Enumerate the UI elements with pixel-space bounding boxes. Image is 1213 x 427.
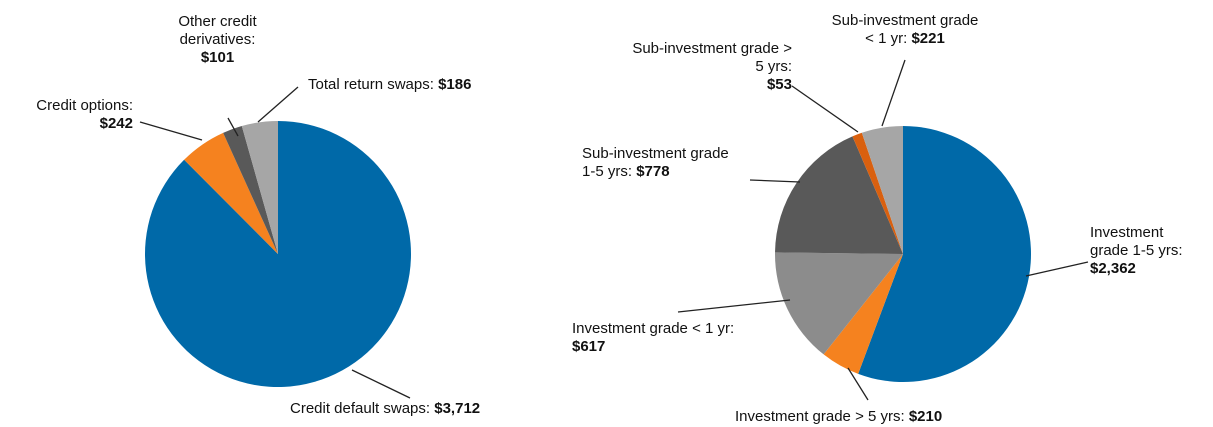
pie-slice (852, 132, 903, 254)
category-label: Sub-investment grade > 5 yrs: (632, 40, 792, 75)
category-label: Credit default swaps: (290, 400, 431, 417)
value-label: $210 (908, 408, 943, 425)
category-label: Other credit derivatives: (178, 13, 257, 48)
slice-label: Credit default swaps: $3,712 (290, 400, 550, 418)
slice-label: Credit options: $242 (13, 97, 133, 133)
pie-slice (223, 126, 278, 254)
value-label: $242 (99, 115, 133, 132)
leader-line (1025, 261, 1089, 277)
pie-slice (823, 254, 903, 374)
leader-line (677, 299, 791, 313)
slice-label: Sub-investment grade > 5 yrs: $53 (632, 40, 792, 94)
pie-slice (145, 121, 412, 387)
leader-line (351, 369, 411, 399)
slice-label: Sub-investment grade < 1 yr: $221 (830, 12, 980, 48)
value-label: $617 (572, 338, 606, 355)
leader-line (847, 367, 869, 401)
category-label: Sub-investment grade 1-5 yrs: (582, 145, 729, 180)
slice-label: Total return swaps: $186 (308, 76, 568, 94)
leader-line (257, 86, 299, 123)
leader-line (139, 121, 203, 141)
pie-slice (184, 132, 278, 254)
pie-slice (861, 126, 903, 254)
value-label: $186 (438, 76, 472, 93)
leader-line (791, 85, 859, 133)
pie-slice (858, 126, 1031, 382)
pie-slice (775, 252, 903, 355)
value-label: $3,712 (434, 400, 481, 417)
slice-label: Investment grade < 1 yr: $617 (572, 320, 792, 356)
value-label: $53 (766, 76, 792, 93)
category-label: Investment grade < 1 yr: (572, 320, 735, 337)
leader-line (749, 179, 801, 183)
category-label: Total return swaps: (308, 76, 434, 93)
category-label: Credit options: (36, 97, 133, 114)
category-label: Investment grade 1-5 yrs: (1090, 224, 1183, 259)
slice-label: Investment grade > 5 yrs: $210 (735, 408, 1015, 426)
value-label: $221 (911, 30, 945, 47)
pie-slice (775, 136, 903, 254)
pie-slice (241, 121, 278, 254)
value-label: $2,362 (1090, 260, 1136, 277)
slice-label: Other credit derivatives: $101 (160, 13, 275, 67)
slice-label: Sub-investment grade 1-5 yrs: $778 (582, 145, 732, 181)
leader-line (227, 117, 239, 137)
slice-label: Investment grade 1-5 yrs: $2,362 (1090, 224, 1200, 278)
category-label: Sub-investment grade < 1 yr: (831, 12, 979, 47)
value-label: $778 (636, 163, 670, 180)
category-label: Investment grade > 5 yrs: (735, 408, 905, 425)
leader-line (881, 59, 906, 127)
value-label: $101 (200, 49, 235, 66)
